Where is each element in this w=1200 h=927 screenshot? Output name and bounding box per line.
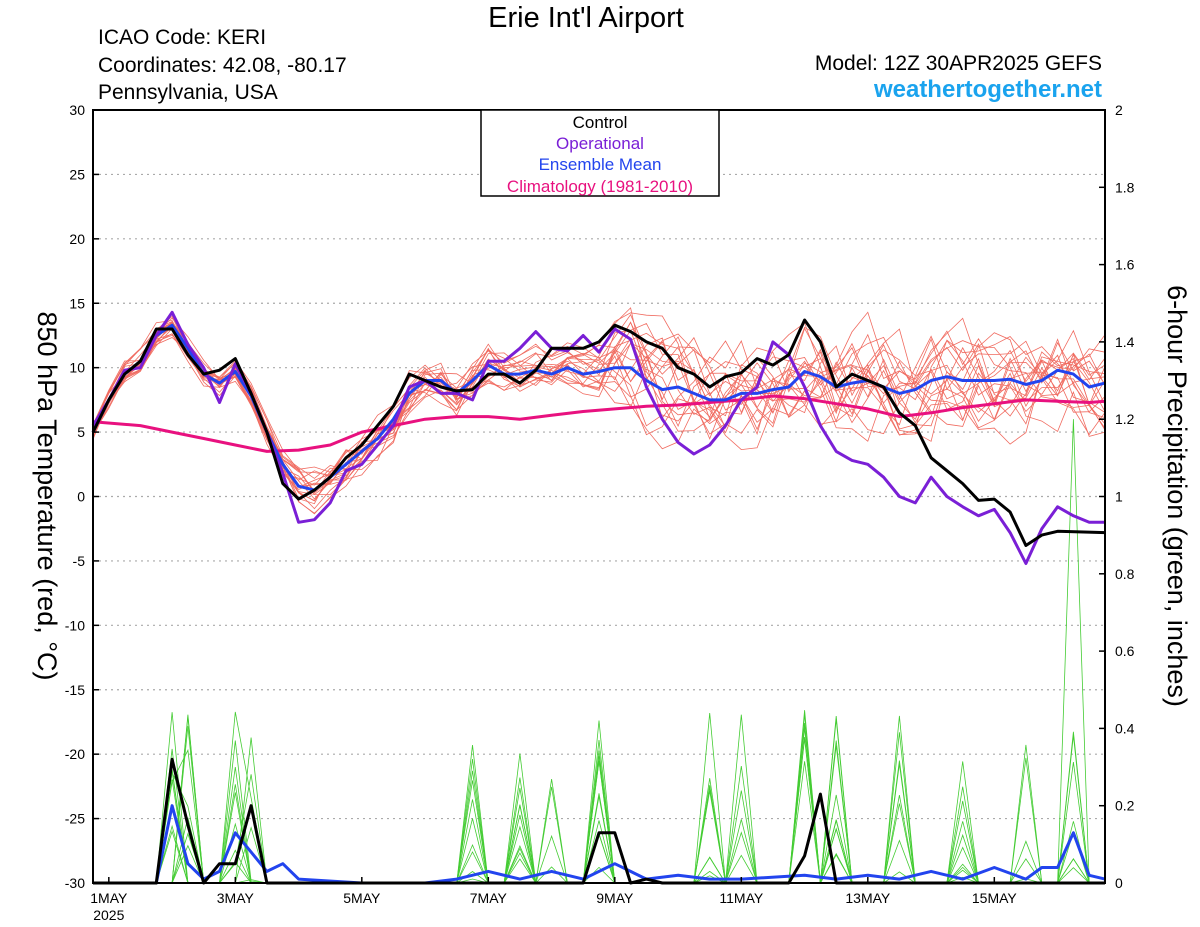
y2-tick-label: 1.6 xyxy=(1115,257,1135,273)
control-temp-line xyxy=(91,318,1106,547)
legend-climatology: Climatology (1981-2010) xyxy=(507,177,693,196)
x-tick-year: 2025 xyxy=(93,907,124,923)
legend-control: Control xyxy=(573,113,628,132)
y2-tick-label: 0.8 xyxy=(1115,566,1135,582)
y2-tick-label: 0.4 xyxy=(1115,720,1135,736)
x-tick-label: 9MAY xyxy=(596,890,634,906)
y-tick-label: -25 xyxy=(65,811,85,827)
y-axis-label: 850 hPa Temperature (red, °C) xyxy=(32,312,62,681)
y-tick-label: 0 xyxy=(77,489,85,505)
ensemble-precip-line xyxy=(93,804,1106,885)
x-tick-label: 11MAY xyxy=(719,890,763,906)
icao-code: ICAO Code: KERI xyxy=(98,26,267,49)
temperature-member-line xyxy=(92,322,1106,487)
y-tick-label: 10 xyxy=(69,360,85,376)
y-tick-label: -30 xyxy=(65,875,85,891)
y2-tick-label: 1 xyxy=(1115,489,1123,505)
temperature-member-line xyxy=(92,322,1106,496)
climatology-temp-line xyxy=(92,394,1106,453)
y2-tick-label: 1.8 xyxy=(1115,179,1135,195)
chart-title: Erie Int'l Airport xyxy=(488,2,684,34)
y2-tick-label: 0.6 xyxy=(1115,643,1135,659)
y-tick-label: -5 xyxy=(73,553,86,569)
y2-tick-label: 0 xyxy=(1115,875,1123,891)
coordinates: Coordinates: 42.08, -80.17 xyxy=(98,54,347,77)
x-tick-label: 7MAY xyxy=(470,890,508,906)
operational-temp-line xyxy=(91,310,1105,565)
legend: Control Operational Ensemble Mean Climat… xyxy=(480,109,720,197)
y-tick-label: 20 xyxy=(69,231,85,247)
x-tick-label: 15MAY xyxy=(972,890,1018,906)
legend-operational: Operational xyxy=(556,134,644,153)
y-tick-label: -20 xyxy=(65,746,85,762)
axis-ticks: -30-25-20-15-10-505101520253000.20.40.60… xyxy=(65,102,1135,923)
temperature-member-line xyxy=(92,321,1106,500)
region: Pennsylvania, USA xyxy=(98,81,278,104)
y-tick-label: 25 xyxy=(69,166,85,182)
precipitation-ensemble-members xyxy=(93,419,1105,884)
y2-tick-label: 0.2 xyxy=(1115,798,1135,814)
model-run: Model: 12Z 30APR2025 GEFS xyxy=(814,52,1102,75)
y2-tick-label: 2 xyxy=(1115,102,1123,118)
gridlines xyxy=(93,173,1105,820)
x-tick-label: 13MAY xyxy=(845,890,891,906)
temperature-member-line xyxy=(92,321,1106,494)
temperature-member-line xyxy=(92,312,1106,479)
precipitation-member-line xyxy=(93,419,1105,884)
y2-tick-label: 1.4 xyxy=(1115,334,1135,350)
y-tick-label: 15 xyxy=(69,295,85,311)
y2-tick-label: 1.2 xyxy=(1115,411,1135,427)
site-link[interactable]: weathertogether.net xyxy=(873,76,1102,103)
y-tick-label: 5 xyxy=(77,424,85,440)
x-tick-label: 1MAY xyxy=(90,890,128,906)
legend-ensemble-mean: Ensemble Mean xyxy=(539,155,662,174)
temperature-member-line xyxy=(92,311,1106,502)
legend-box xyxy=(480,109,720,197)
y-tick-label: -15 xyxy=(65,682,85,698)
y-tick-label: 30 xyxy=(69,102,85,118)
y2-axis-label: 6-hour Precipitation (green, inches) xyxy=(1162,285,1192,707)
x-tick-label: 3MAY xyxy=(217,890,255,906)
x-tick-label: 5MAY xyxy=(343,890,381,906)
y-tick-label: -10 xyxy=(65,617,85,633)
